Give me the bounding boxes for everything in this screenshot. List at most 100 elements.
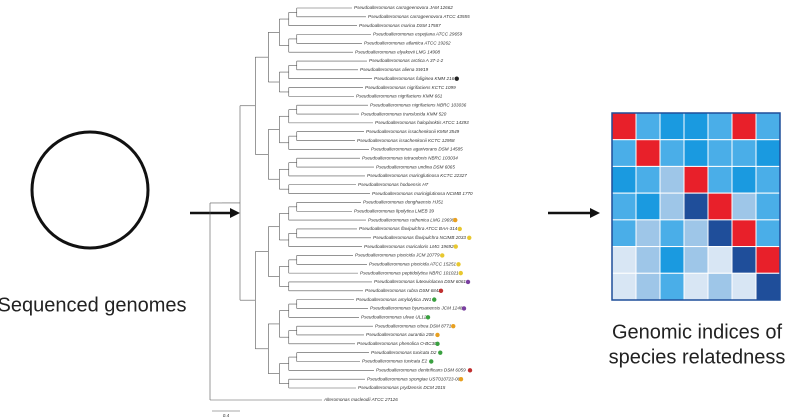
- leaf-dot: [453, 217, 458, 223]
- leaf-label: Pseudoalteromonas nigrifaciens KMM 661: [356, 94, 443, 99]
- leaf-label: Pseudoalteromonas tetraodonis NBRC 10303…: [362, 155, 458, 160]
- heat-cell: [731, 139, 757, 167]
- leaf-dot: [454, 76, 459, 81]
- leaf-dot: [435, 341, 440, 347]
- leaf-label: Pseudoalteromonas flavipulchra NCIMB 203…: [373, 235, 466, 240]
- heat-cell: [683, 139, 709, 167]
- heat-cell: [707, 219, 733, 248]
- leaf-dot: [456, 262, 461, 267]
- scale-label: 0.4: [223, 413, 230, 418]
- heat-cell: [731, 165, 757, 194]
- leaf-label: Pseudoalteromonas ulvae UL12: [361, 315, 427, 320]
- leaf-dot: [435, 332, 440, 338]
- leaf-label: Pseudoalteromonas aurantia 208: [366, 332, 434, 337]
- heat-cell: [611, 112, 637, 141]
- heatmap: [611, 112, 781, 301]
- heat-cell: [683, 272, 709, 301]
- heat-cell: [659, 112, 685, 141]
- heat-cell: [635, 165, 661, 194]
- leaf-dot: [438, 350, 443, 355]
- arrow-2: [548, 208, 600, 218]
- heat-cell: [635, 112, 661, 141]
- leaf-label: Pseudoalteromonas aliena SW19: [360, 67, 429, 72]
- heat-border: [611, 112, 781, 301]
- arrow-1: [190, 208, 240, 218]
- leaf-label: Pseudoalteromonas spongiae UST010723-006: [367, 376, 463, 381]
- leaf-dot: [453, 244, 458, 249]
- leaf-label: Pseudoalteromonas agarivorans DSM 14585: [371, 147, 463, 152]
- heat-cell: [683, 165, 709, 194]
- heat-cell: [707, 139, 733, 167]
- leaf-dot: [438, 288, 444, 293]
- leaf-label: Pseudoalteromonas espejiana ATCC 29659: [373, 32, 463, 37]
- heat-cell: [707, 112, 733, 141]
- heat-cell: [707, 246, 733, 274]
- heat-cell: [659, 192, 685, 221]
- leaf-label: Pseudoalteromonas ruthenica LMG 19699: [368, 217, 455, 222]
- leaf-dot: [467, 368, 473, 373]
- heat-cell: [659, 219, 685, 248]
- leaf-label: Pseudoalteromonas rubra DSM 6842: [365, 288, 441, 293]
- heat-cell: [755, 246, 781, 274]
- leaf-label: Pseudoalteromonas donghaensis HJ51: [363, 200, 444, 205]
- leaf-dot: [465, 279, 471, 285]
- leaf-label: Pseudoalteromonas flavipulchra ATCC BAA-…: [359, 226, 458, 231]
- leaf-label: Pseudoalteromonas issachenkonii KMM 3549: [366, 129, 460, 134]
- heat-cell: [731, 192, 757, 221]
- heat-cell: [731, 219, 757, 248]
- outgroup-label: Alteromonas macleodii ATCC 27126: [323, 397, 398, 402]
- heat-cell: [755, 112, 781, 141]
- heat-cell: [659, 165, 685, 194]
- leaf-dot: [461, 306, 467, 311]
- leaf-dot: [458, 376, 464, 382]
- heat-cell: [635, 192, 661, 221]
- heat-cell: [731, 246, 757, 274]
- leaf-dot: [457, 226, 462, 232]
- leaf-dot: [440, 253, 445, 258]
- leaf-label: Pseudoalteromonas atlantica ATCC 19262: [364, 41, 451, 46]
- heat-cell: [683, 192, 709, 221]
- right-label: species relatedness: [609, 346, 786, 368]
- genome-circle: [30, 130, 150, 250]
- leaf-dot: [425, 315, 431, 320]
- heat-cell: [611, 272, 637, 301]
- heat-cell: [611, 192, 637, 221]
- leaf-label: Pseudoalteromonas elyakovii LMG 14908: [355, 49, 440, 54]
- heat-cell: [611, 165, 637, 194]
- heat-cell: [635, 272, 661, 301]
- leaf-label: Pseudoalteromonas issachenkonii KCTC 129…: [357, 138, 455, 143]
- leaf-label: Pseudoalteromonas tunicata D2: [371, 350, 437, 355]
- heat-cell: [659, 139, 685, 167]
- leaf-label: Pseudoalteromonas peptidolytica NBRC 101…: [360, 270, 459, 275]
- heat-cell: [635, 219, 661, 248]
- heat-cell: [635, 246, 661, 274]
- leaf-label: Pseudoalteromonas lipolytica LMEB 39: [354, 208, 434, 213]
- leaf-label: Pseudoalteromonas byunsanensis JCM 12483: [370, 306, 465, 311]
- leaf-dot: [451, 323, 456, 329]
- heat-cell: [683, 246, 709, 274]
- phylogenetic-tree: Pseudoalteromonas carrageenovora JAM 126…: [209, 5, 473, 418]
- leaf-dot: [467, 235, 472, 240]
- heat-cell: [755, 165, 781, 194]
- leaf-dot: [432, 297, 437, 302]
- heat-cell: [707, 165, 733, 194]
- heat-cell: [755, 272, 781, 301]
- leaf-label: Pseudoalteromonas luteoviolacea DSM 6061: [374, 279, 466, 284]
- heat-cell: [659, 272, 685, 301]
- leaf-label: Pseudoalteromonas nigrifaciens NBRC 1030…: [370, 102, 467, 107]
- leaf-label: Pseudoalteromonas undina DSM 6065: [376, 164, 455, 169]
- leaf-label: Pseudoalteromonas piscicida ATCC 15251: [369, 261, 457, 266]
- leaf-label: Pseudoalteromonas phenolica O-BC30: [357, 341, 437, 346]
- leaf-label: Pseudoalteromonas fuliginea KMM 216: [374, 76, 455, 81]
- heat-cell: [731, 112, 757, 141]
- leaf-label: Pseudoalteromonas carrageenovora JAM 126…: [354, 5, 453, 10]
- heat-cell: [707, 192, 733, 221]
- leaf-label: Pseudoalteromonas citrea DSM 8771: [375, 323, 452, 328]
- heat-cell: [707, 272, 733, 301]
- heat-cell: [635, 139, 661, 167]
- heat-cell: [683, 219, 709, 248]
- heat-cell: [611, 219, 637, 248]
- heat-cell: [659, 246, 685, 274]
